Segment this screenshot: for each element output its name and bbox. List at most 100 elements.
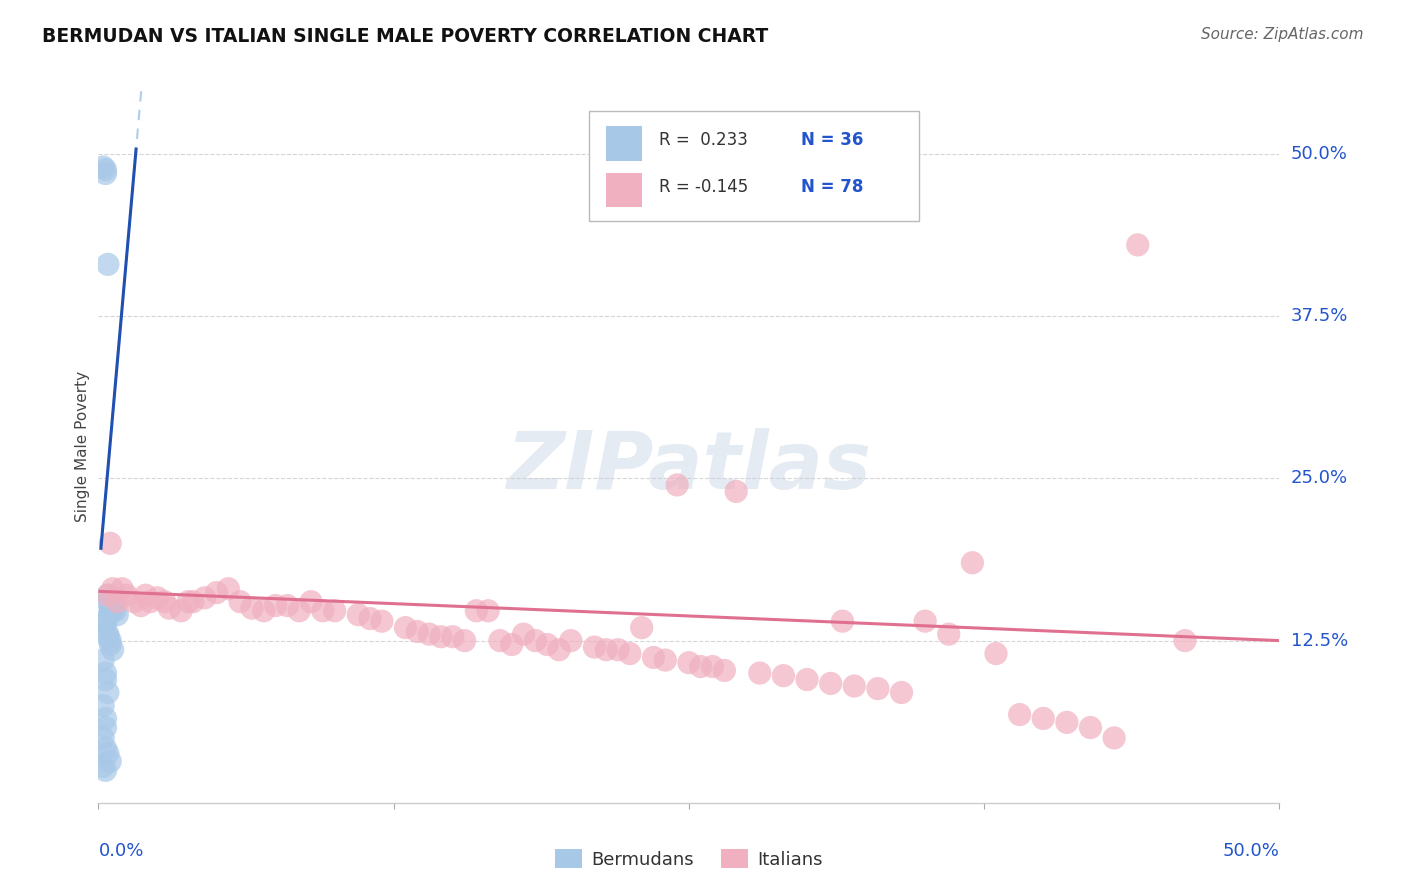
- Point: [288, 604, 311, 618]
- Point: [441, 630, 464, 644]
- Point: [465, 604, 488, 618]
- Point: [94, 614, 117, 628]
- Point: [820, 676, 842, 690]
- Point: [146, 591, 169, 605]
- Text: 12.5%: 12.5%: [1291, 632, 1348, 649]
- Point: [1126, 238, 1149, 252]
- Point: [359, 611, 381, 625]
- Point: [98, 601, 121, 615]
- Point: [938, 627, 960, 641]
- Point: [1174, 633, 1197, 648]
- Point: [583, 640, 606, 654]
- Point: [453, 633, 475, 648]
- Point: [97, 630, 120, 644]
- Point: [111, 582, 134, 596]
- Y-axis label: Single Male Poverty: Single Male Poverty: [75, 370, 90, 522]
- Point: [98, 638, 121, 652]
- Point: [104, 595, 127, 609]
- Point: [796, 673, 818, 687]
- Point: [98, 633, 121, 648]
- Point: [129, 599, 152, 613]
- Point: [866, 681, 889, 696]
- Point: [194, 591, 217, 605]
- Point: [1032, 711, 1054, 725]
- Point: [94, 616, 117, 631]
- Point: [643, 650, 665, 665]
- Point: [477, 604, 499, 618]
- Point: [91, 614, 114, 628]
- Text: N = 78: N = 78: [801, 178, 863, 195]
- Point: [914, 614, 936, 628]
- Point: [91, 160, 114, 174]
- Point: [94, 764, 117, 778]
- Point: [654, 653, 676, 667]
- FancyBboxPatch shape: [589, 111, 920, 221]
- Point: [229, 595, 252, 609]
- Text: R =  0.233: R = 0.233: [659, 131, 748, 149]
- Point: [253, 604, 276, 618]
- Point: [97, 595, 120, 609]
- Point: [135, 588, 157, 602]
- Point: [713, 664, 735, 678]
- Text: Source: ZipAtlas.com: Source: ZipAtlas.com: [1201, 27, 1364, 42]
- Point: [689, 659, 711, 673]
- Point: [170, 604, 193, 618]
- Point: [240, 601, 263, 615]
- Point: [1008, 707, 1031, 722]
- Point: [97, 588, 120, 602]
- Text: 0.0%: 0.0%: [98, 842, 143, 860]
- Point: [772, 668, 794, 682]
- Point: [418, 627, 440, 641]
- Point: [122, 595, 145, 609]
- Point: [962, 556, 984, 570]
- Point: [101, 601, 124, 615]
- Point: [101, 595, 124, 609]
- Point: [984, 647, 1007, 661]
- Text: R = -0.145: R = -0.145: [659, 178, 748, 195]
- Point: [595, 642, 617, 657]
- Point: [104, 604, 127, 618]
- Point: [98, 754, 121, 768]
- Point: [157, 601, 180, 615]
- Point: [548, 642, 571, 657]
- Point: [97, 747, 120, 761]
- Point: [101, 582, 124, 596]
- Text: 50.0%: 50.0%: [1291, 145, 1347, 163]
- Point: [512, 627, 534, 641]
- Point: [91, 759, 114, 773]
- Point: [630, 621, 652, 635]
- Point: [1080, 721, 1102, 735]
- Point: [98, 595, 121, 609]
- Point: [205, 585, 228, 599]
- Point: [101, 604, 124, 618]
- Point: [97, 257, 120, 271]
- Point: [97, 588, 120, 602]
- Point: [489, 633, 512, 648]
- Point: [98, 605, 121, 619]
- Point: [312, 604, 335, 618]
- Text: N = 36: N = 36: [801, 131, 863, 149]
- Point: [94, 673, 117, 687]
- Point: [97, 685, 120, 699]
- Point: [98, 536, 121, 550]
- Text: 37.5%: 37.5%: [1291, 307, 1348, 326]
- Point: [890, 685, 912, 699]
- Point: [97, 627, 120, 641]
- Point: [105, 595, 128, 609]
- Point: [430, 630, 453, 644]
- Point: [406, 624, 429, 639]
- Point: [94, 741, 117, 756]
- Point: [831, 614, 853, 628]
- Point: [101, 642, 124, 657]
- Point: [264, 599, 287, 613]
- Point: [91, 731, 114, 745]
- Point: [276, 599, 298, 613]
- Point: [91, 698, 114, 713]
- Point: [91, 653, 114, 667]
- Point: [323, 604, 346, 618]
- Point: [94, 162, 117, 177]
- Text: BERMUDAN VS ITALIAN SINGLE MALE POVERTY CORRELATION CHART: BERMUDAN VS ITALIAN SINGLE MALE POVERTY …: [42, 27, 769, 45]
- Point: [217, 582, 239, 596]
- Point: [607, 642, 630, 657]
- Point: [153, 595, 176, 609]
